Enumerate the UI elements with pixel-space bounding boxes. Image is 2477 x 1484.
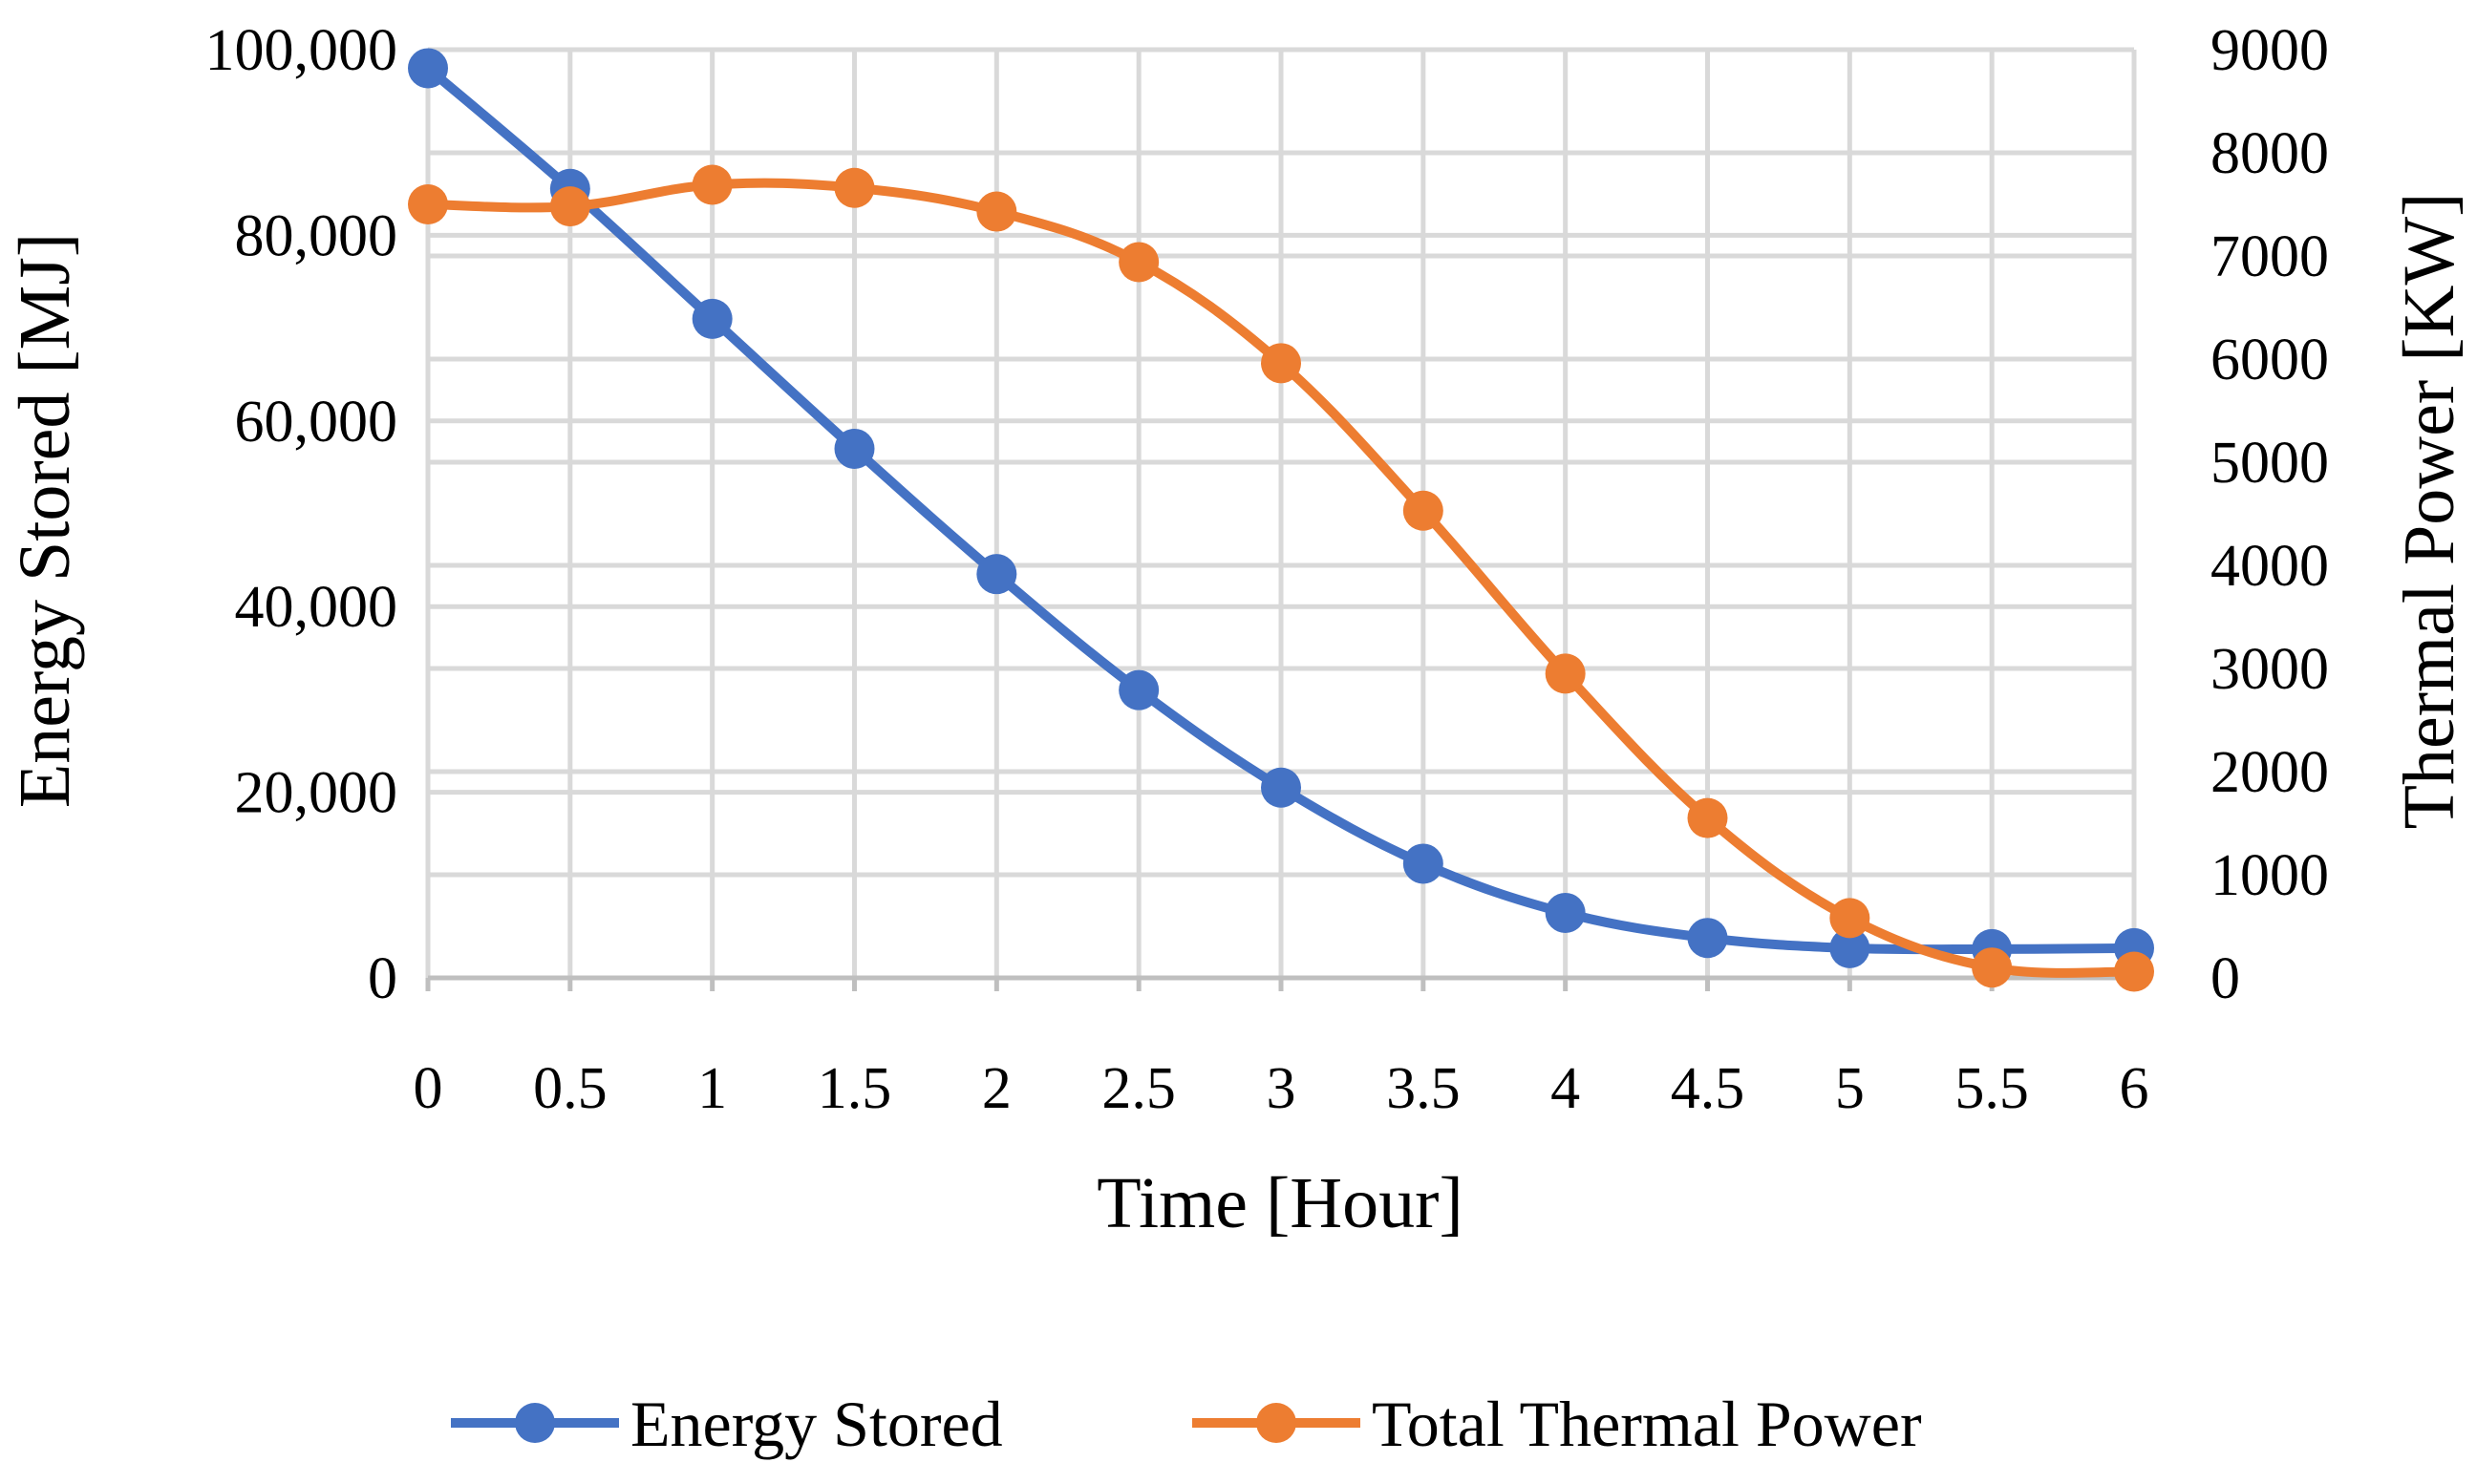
data-point-energy-stored (834, 428, 875, 469)
data-point-total-thermal-power (1829, 898, 1870, 939)
legend-label-total-thermal-power: Total Thermal Power (1372, 1388, 1922, 1460)
x-axis-tick-label: 1.5 (818, 1056, 892, 1121)
data-point-total-thermal-power (408, 184, 448, 224)
legend-label-energy-stored: Energy Stored (630, 1388, 1003, 1460)
legend-marker-total-thermal-power (1256, 1403, 1296, 1443)
x-axis-tick-label: 0.5 (533, 1056, 608, 1121)
grid-lines (425, 47, 2137, 991)
data-point-total-thermal-power (1261, 343, 1301, 384)
x-axis-title: Time [Hour] (1097, 1163, 1463, 1243)
data-point-total-thermal-power (1119, 242, 1160, 283)
data-point-energy-stored (1829, 927, 1870, 968)
y-axis-right-tick-label: 5000 (2210, 431, 2329, 496)
y-axis-right-tick-label: 1000 (2210, 843, 2329, 908)
y-axis-left-tick-label: 80,000 (235, 203, 398, 268)
y-axis-right-tick-label: 6000 (2210, 328, 2329, 392)
data-point-energy-stored (692, 298, 733, 339)
data-point-total-thermal-power (1972, 947, 2013, 988)
data-point-energy-stored (1545, 892, 1586, 933)
x-axis-tick-label: 2.5 (1101, 1056, 1176, 1121)
data-point-total-thermal-power (1687, 797, 1728, 838)
data-point-energy-stored (1261, 767, 1301, 808)
x-axis-tick-label: 3 (1267, 1056, 1296, 1121)
y-axis-right-tick-label: 0 (2210, 946, 2240, 1011)
y-axis-right-tick-label: 8000 (2210, 121, 2329, 186)
y-axis-left-ticks: 0 20,000 40,000 60,000 80,000 100,000 (205, 18, 398, 1011)
data-point-energy-stored (1402, 843, 1443, 884)
x-axis-tick-label: 5 (1835, 1056, 1865, 1121)
x-axis-tick-label: 6 (2120, 1056, 2149, 1121)
y-axis-right-tick-label: 4000 (2210, 534, 2329, 599)
x-axis-tick-label: 0 (414, 1056, 443, 1121)
y-axis-right-tick-label: 2000 (2210, 740, 2329, 805)
data-point-total-thermal-power (692, 164, 733, 205)
data-point-total-thermal-power (2114, 951, 2154, 992)
x-axis-ticks: 0 0.5 1 1.5 2 2.5 3 3.5 4 4.5 5 5.5 6 (414, 1056, 2149, 1121)
y-axis-left-tick-label: 60,000 (235, 390, 398, 455)
x-axis-tick-label: 5.5 (1954, 1056, 2029, 1121)
y-axis-right-tick-label: 3000 (2210, 637, 2329, 702)
y-axis-right-title: Thermal Power [KW] (2389, 193, 2469, 830)
x-axis-tick-label: 1 (697, 1056, 727, 1121)
x-axis-tick-label: 4.5 (1671, 1056, 1745, 1121)
data-point-energy-stored (1119, 669, 1160, 710)
y-axis-left-tick-label: 100,000 (205, 18, 398, 83)
y-axis-left-tick-label: 0 (368, 946, 397, 1011)
data-point-energy-stored (408, 48, 448, 89)
x-axis-tick-label: 4 (1550, 1056, 1580, 1121)
data-point-total-thermal-power (834, 167, 875, 208)
legend-marker-energy-stored (515, 1403, 555, 1443)
y-axis-right-tick-label: 9000 (2210, 18, 2329, 83)
data-point-total-thermal-power (1402, 490, 1443, 531)
data-point-total-thermal-power (549, 186, 590, 227)
data-point-total-thermal-power (976, 191, 1017, 232)
y-axis-left-tick-label: 40,000 (235, 575, 398, 640)
y-axis-left-tick-label: 20,000 (235, 761, 398, 826)
series-group (408, 48, 2154, 992)
data-point-total-thermal-power (1545, 653, 1586, 694)
y-axis-left-title: Energy Stored [MJ] (5, 233, 85, 808)
x-axis-tick-label: 3.5 (1386, 1056, 1461, 1121)
x-axis-tick-label: 2 (982, 1056, 1012, 1121)
y-axis-right-ticks: 0 1000 2000 3000 4000 5000 6000 7000 8000 9000 (2210, 18, 2329, 1011)
legend: Energy Stored Total Thermal Power (451, 1388, 1922, 1460)
data-point-energy-stored (976, 554, 1017, 595)
data-point-energy-stored (1687, 918, 1728, 959)
y-axis-right-tick-label: 7000 (2210, 224, 2329, 289)
